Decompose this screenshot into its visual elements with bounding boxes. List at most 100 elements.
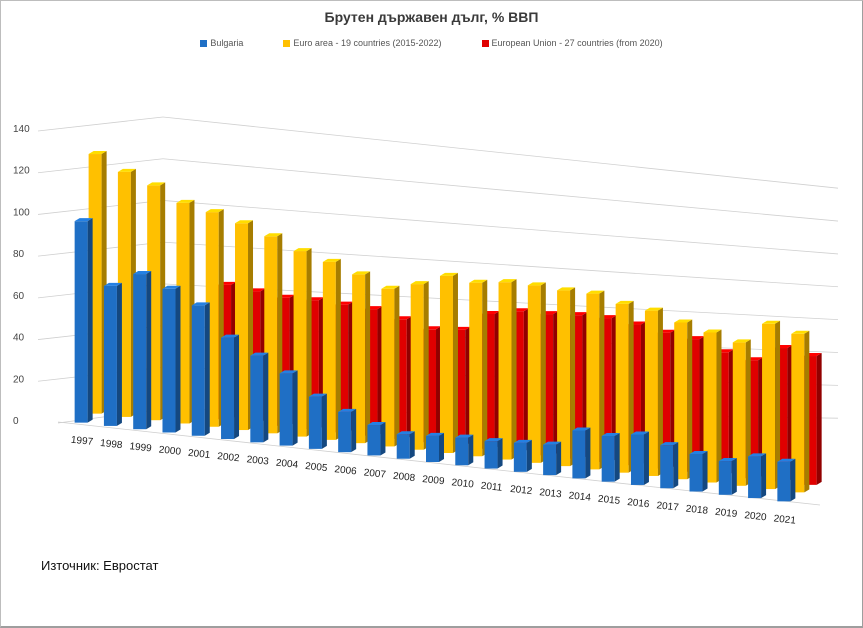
legend-swatch-eu27 [481,39,489,47]
bar-top [484,438,503,442]
bar-top [221,334,240,338]
bar-bulgaria-2008 [396,434,410,459]
bar-side [321,393,327,449]
bar-side [731,458,737,495]
bar-top [176,199,195,203]
bar-top [644,307,663,311]
bar-side [614,432,620,482]
y-tick-label: 80 [13,249,25,260]
bar-side [523,308,529,453]
bar-bulgaria-2021 [777,461,791,502]
bar-side [670,329,676,469]
bar-side [204,302,210,436]
legend-label-euro-area: Euro area - 19 countries (2015-2022) [293,38,442,48]
bar-euro-2008 [410,284,424,450]
bar-top [381,285,400,289]
bar-top [338,408,357,412]
bar-side [175,285,181,433]
x-tick-label: 2002 [217,451,241,464]
bar-top [748,453,767,457]
bar-top [162,285,181,289]
legend-item-bulgaria: Bulgaria [200,38,243,48]
bar-top [689,451,708,455]
bar-side [365,271,371,444]
bar-top [527,282,546,286]
bar-bulgaria-2015 [601,435,615,482]
bar-bulgaria-2018 [689,454,703,492]
bar-top [205,209,224,213]
y-tick-label: 120 [13,166,30,177]
bar-side [423,281,429,450]
bar-side [582,312,588,459]
bar-side [570,287,576,467]
x-tick-label: 1998 [100,438,124,451]
x-tick-label: 2019 [714,507,738,520]
bar-euro-2018 [703,332,717,483]
bar-side [687,319,693,480]
bar-side [556,441,562,476]
bar-side [116,282,122,426]
bar-top [513,439,532,443]
bar-side [465,326,471,446]
bar-bulgaria-2006 [338,411,352,453]
bar-side [758,357,764,479]
bar-top [601,432,620,436]
bar-side [599,290,605,470]
bar-top [455,434,474,438]
bar-top [250,352,269,356]
bar-top [791,330,810,334]
y-tick-label: 20 [13,374,25,385]
y-tick-label: 100 [13,207,30,218]
bar-bulgaria-2004 [279,373,293,446]
bar-side [699,336,705,472]
bar-side [585,427,591,479]
bar-bulgaria-2012 [513,442,527,472]
bar-top [133,271,152,275]
bar-top [367,422,386,426]
x-tick-label: 2013 [539,487,563,500]
bar-euro-2017 [674,322,688,480]
x-tick-label: 2020 [744,510,768,523]
bar-side [526,439,532,472]
y-tick-label: 60 [13,291,25,302]
legend-label-eu27: European Union - 27 countries (from 2020… [491,38,663,48]
bar-side [377,306,383,436]
gridline-80 [162,241,839,288]
bar-bulgaria-2014 [572,430,586,479]
bar-bulgaria-2016 [630,434,644,485]
bar-side [494,310,500,449]
x-tick-label: 2016 [627,497,651,510]
x-tick-label: 2007 [363,467,387,480]
bar-side [380,422,386,456]
bar-top [557,287,576,291]
bar-top [88,151,107,155]
bar-top [586,290,605,294]
bar-euro-2012 [527,285,541,463]
bar-top [410,281,429,285]
bar-bulgaria-2017 [660,445,674,489]
bar-side [87,218,93,423]
bar-side [628,300,634,473]
bar-side [394,285,400,447]
bar-bulgaria-2019 [718,461,732,495]
bar-top [703,329,722,333]
bar-bulgaria-2020 [748,456,762,499]
chart-legend: Bulgaria Euro area - 19 countries (2015-… [0,38,863,48]
bar-side [306,248,312,437]
bar-bulgaria-2011 [484,441,498,469]
bar-bulgaria-2007 [367,425,381,456]
bar-side [497,438,503,469]
bar-side [657,307,663,476]
bar-bulgaria-2003 [250,355,264,443]
bar-euro-2021 [791,333,805,493]
bar-side [511,279,517,460]
bar-euro-2019 [732,342,746,486]
bar-top [572,427,591,431]
legend-swatch-bulgaria [200,39,208,47]
bar-euro-2009 [439,275,453,453]
x-tick-label: 2000 [158,445,182,458]
y-tick-label: 140 [13,124,30,135]
bar-bulgaria-2001 [191,305,205,436]
source-note: Източник: Евростат [41,558,159,573]
